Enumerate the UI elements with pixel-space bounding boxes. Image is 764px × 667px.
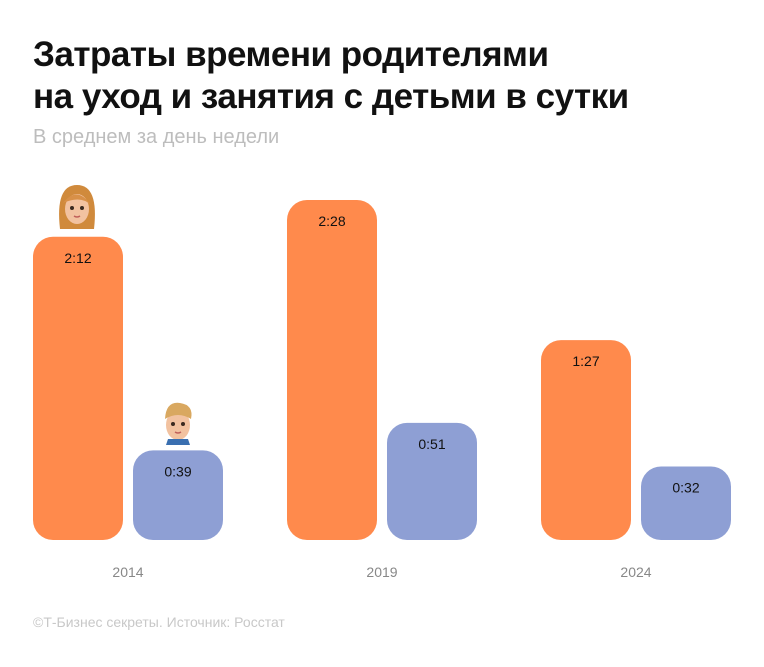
title-line-2: на уход и занятия с детьми в сутки (33, 77, 629, 116)
bar-2019-father (387, 422, 477, 540)
bar-2014-father (133, 450, 223, 540)
bar-2014-mother (33, 236, 123, 540)
data-label: 1:27 (572, 353, 599, 369)
bar-2024-father (641, 466, 731, 540)
bar-2024-mother (541, 340, 631, 540)
data-label: 0:32 (672, 479, 699, 495)
woman-avatar-icon (59, 185, 95, 229)
data-label: 0:39 (164, 463, 191, 479)
chart-title: Затраты времени родителями на уход и зан… (33, 34, 629, 118)
title-line-1: Затраты времени родителями (33, 35, 549, 74)
data-label: 2:28 (318, 213, 345, 229)
data-label: 2:12 (64, 250, 91, 266)
data-label: 0:51 (418, 436, 445, 452)
bar-2019-mother (287, 200, 377, 540)
x-tick-label: 2014 (112, 564, 143, 580)
man-avatar-icon (165, 402, 192, 445)
chart-subtitle: В среднем за день недели (33, 126, 280, 148)
x-tick-label: 2019 (366, 564, 397, 580)
x-tick-label: 2024 (620, 564, 651, 580)
source-footer: ©Т-Бизнес секреты. Источник: Росстат (33, 614, 285, 630)
